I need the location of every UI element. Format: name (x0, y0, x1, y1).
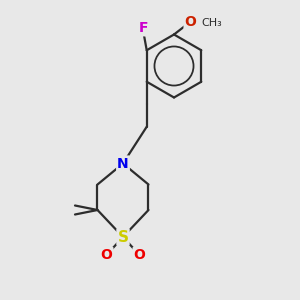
Text: F: F (139, 21, 148, 35)
Text: O: O (100, 248, 112, 262)
Text: O: O (184, 16, 196, 29)
Text: N: N (117, 157, 129, 170)
Text: CH₃: CH₃ (201, 17, 222, 28)
Text: O: O (134, 248, 146, 262)
Text: S: S (118, 230, 128, 244)
